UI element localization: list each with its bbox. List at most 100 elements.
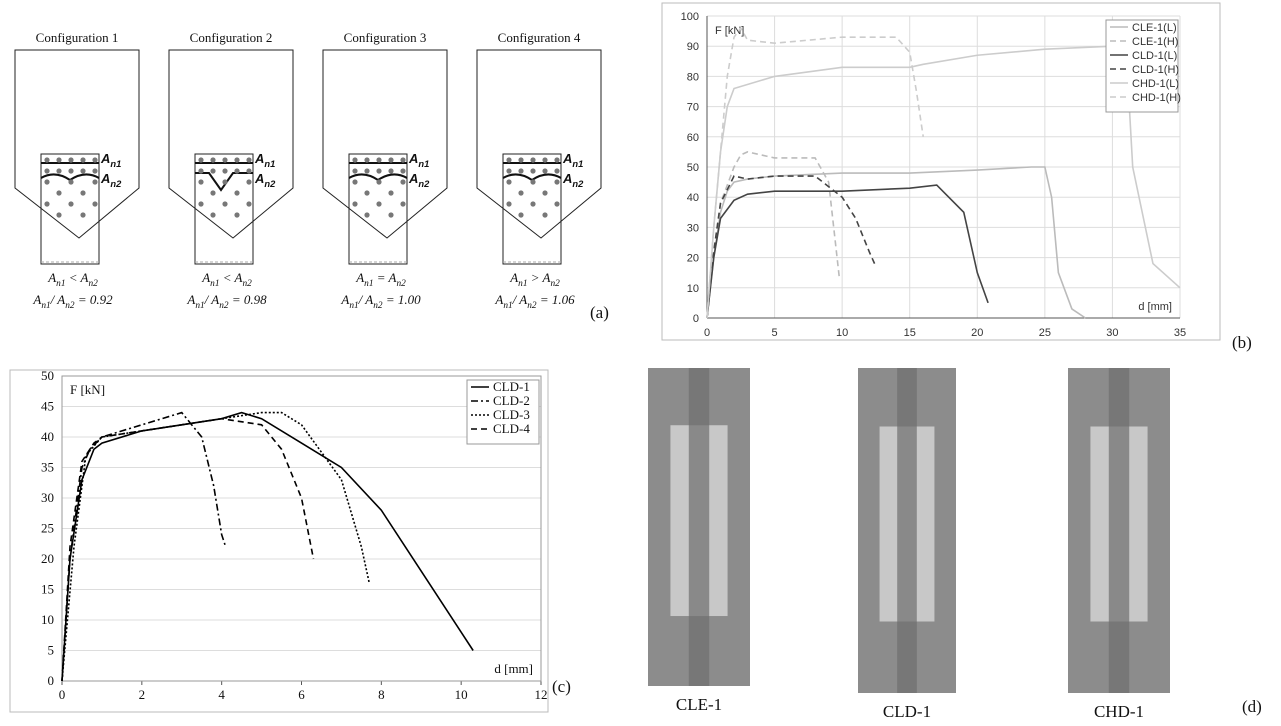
member-plate xyxy=(194,153,254,265)
x-tick-label: 30 xyxy=(1106,327,1118,339)
section-label: An2 xyxy=(562,171,584,189)
subscript: n2 xyxy=(396,279,406,289)
text-run: A xyxy=(32,292,41,307)
photo-caption: CLD-1 xyxy=(883,702,931,721)
text-run: A xyxy=(562,171,572,186)
text-run: A xyxy=(494,292,503,307)
subscript: n1 xyxy=(364,279,373,289)
bolt xyxy=(364,157,370,163)
text-run: < A xyxy=(219,270,242,285)
photo-strip xyxy=(1108,368,1130,693)
y-tick-label: 10 xyxy=(687,283,699,295)
x-tick-label: 10 xyxy=(455,687,468,702)
data-line xyxy=(61,411,227,682)
bolt xyxy=(210,212,216,218)
photo-strip xyxy=(897,368,917,693)
y-tick-label: 80 xyxy=(687,71,699,83)
ratio: An1/ An2 = 1.00 xyxy=(340,292,421,311)
bolt xyxy=(68,157,74,163)
bolt xyxy=(222,157,228,163)
bolt xyxy=(554,201,560,207)
bolt xyxy=(400,179,406,185)
bolt xyxy=(518,212,524,218)
y-tick-label: 15 xyxy=(41,582,54,597)
bolt xyxy=(56,212,62,218)
bolt xyxy=(376,179,382,185)
text-run: A xyxy=(254,151,264,166)
text-run: A xyxy=(201,270,210,285)
subscript: n2 xyxy=(264,179,276,189)
bolt xyxy=(352,201,358,207)
y-axis-title: F [kN] xyxy=(715,25,744,37)
y-tick-label: 30 xyxy=(687,222,699,234)
bolt xyxy=(246,157,252,163)
subscript: n1 xyxy=(349,301,358,311)
bolt xyxy=(44,157,50,163)
section-label: An2 xyxy=(254,171,276,189)
y-tick-label: 20 xyxy=(41,551,54,566)
section-label: An1 xyxy=(562,151,583,169)
x-tick-label: 0 xyxy=(704,327,710,339)
x-axis-title: d [mm] xyxy=(494,661,533,676)
legend-label: CLE-1(L) xyxy=(1132,22,1177,34)
panel-label: (a) xyxy=(590,303,609,322)
text-run: / A xyxy=(204,292,220,307)
bolt xyxy=(530,201,536,207)
x-tick-label: 2 xyxy=(139,687,146,702)
legend-label: CLE-1(H) xyxy=(1132,36,1178,48)
bolt xyxy=(210,168,216,174)
bolt xyxy=(364,190,370,196)
text-run: A xyxy=(408,151,418,166)
subscript: n1 xyxy=(41,301,50,311)
subscript: n2 xyxy=(373,301,383,311)
text-run: A xyxy=(355,270,364,285)
subscript: n1 xyxy=(210,279,219,289)
y-axis-title: F [kN] xyxy=(70,382,105,397)
bolt xyxy=(352,179,358,185)
y-tick-label: 50 xyxy=(41,368,54,383)
x-tick-label: 5 xyxy=(772,327,778,339)
x-tick-label: 35 xyxy=(1174,327,1186,339)
bolt xyxy=(56,168,62,174)
ratio: An1/ An2 = 1.06 xyxy=(494,292,575,311)
bolt xyxy=(44,201,50,207)
gusset-outline xyxy=(476,49,602,239)
panel-label: (d) xyxy=(1242,697,1262,716)
x-axis-title: d [mm] xyxy=(1138,301,1172,313)
bolt xyxy=(388,168,394,174)
text-run: / A xyxy=(358,292,374,307)
subscript: n1 xyxy=(503,301,512,311)
bolt xyxy=(198,168,204,174)
section-label: An1 xyxy=(100,151,121,169)
bolt xyxy=(222,179,228,185)
member-plate xyxy=(502,153,562,265)
text-run: > A xyxy=(527,270,550,285)
x-tick-label: 8 xyxy=(378,687,385,702)
panel-label: (c) xyxy=(552,677,571,696)
config-title: Configuration 1 xyxy=(36,30,119,45)
y-tick-label: 40 xyxy=(687,192,699,204)
x-tick-label: 20 xyxy=(971,327,983,339)
subscript: n2 xyxy=(572,179,584,189)
bolt xyxy=(364,168,370,174)
bolt xyxy=(400,157,406,163)
bolt xyxy=(234,168,240,174)
bolt xyxy=(518,190,524,196)
y-tick-label: 45 xyxy=(41,399,54,414)
bolt xyxy=(352,157,358,163)
section-label: An2 xyxy=(100,171,122,189)
text-run: = A xyxy=(373,270,396,285)
text-run: A xyxy=(47,270,56,285)
photo-caption: CHD-1 xyxy=(1094,702,1144,721)
data-line xyxy=(706,166,1086,319)
bolt xyxy=(506,168,512,174)
bolt xyxy=(68,179,74,185)
subscript: n2 xyxy=(527,301,537,311)
relation: An1 > An2 xyxy=(509,270,560,289)
bolt xyxy=(246,201,252,207)
bolt xyxy=(80,190,86,196)
bolt xyxy=(198,201,204,207)
ratio: An1/ An2 = 0.98 xyxy=(186,292,267,311)
legend-label: CLD-3 xyxy=(493,407,530,422)
legend-label: CLD-2 xyxy=(493,393,530,408)
